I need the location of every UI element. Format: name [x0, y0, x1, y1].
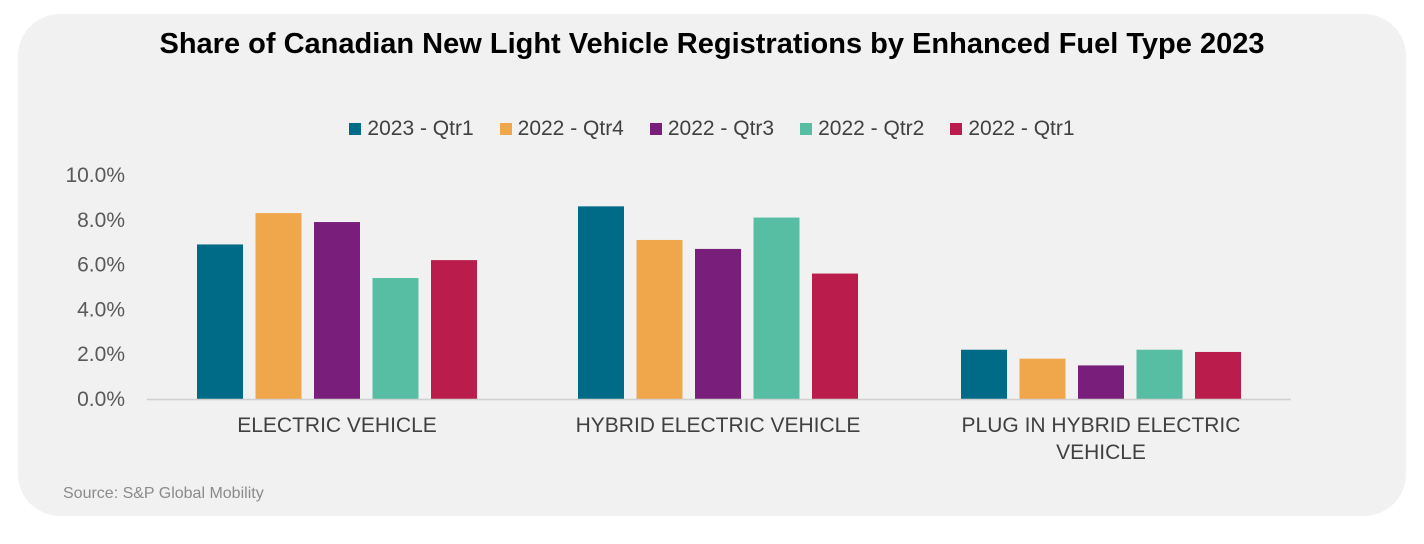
legend-swatch	[800, 123, 813, 135]
bar	[431, 260, 477, 399]
y-tick-label: 8.0%	[77, 209, 125, 232]
legend-item: 2022 - Qtr3	[649, 117, 775, 141]
bar	[695, 248, 741, 399]
chart-title: Share of Canadian New Light Vehicle Regi…	[159, 28, 1265, 60]
legend-swatch	[649, 123, 662, 135]
bar	[314, 222, 360, 399]
bar	[636, 239, 683, 399]
x-category-label-line: PLUG IN HYBRID ELECTRIC	[962, 414, 1241, 437]
x-category-label-line: ELECTRIC VEHICLE	[237, 414, 437, 437]
y-tick-label: 10.0%	[65, 164, 125, 187]
legend-item: 2023 - Qtr1	[349, 117, 474, 141]
source-note: Source: S&P Global Mobility	[63, 485, 264, 502]
legend-swatch	[950, 123, 963, 135]
legend-label: 2022 - Qtr4	[517, 117, 624, 140]
chart-legend: 2023 - Qtr1 2022 - Qtr4 2022 - Qtr3 2022 - …	[0, 116, 1424, 142]
legend-swatch	[499, 123, 512, 135]
legend-item: 2022 - Qtr4	[499, 117, 624, 141]
y-tick-label: 4.0%	[77, 298, 125, 321]
bar	[578, 206, 624, 399]
bar	[1078, 365, 1124, 399]
bar	[1136, 349, 1183, 399]
bar	[255, 213, 302, 399]
legend-label: 2022 - Qtr2	[818, 117, 925, 140]
bar	[1019, 358, 1066, 399]
y-tick-label: 2.0%	[77, 343, 125, 366]
bar	[961, 349, 1007, 399]
legend-label: 2022 - Qtr3	[667, 117, 775, 140]
bar	[372, 278, 419, 399]
legend-swatch	[349, 123, 362, 135]
bar	[197, 244, 243, 399]
y-tick-label: 0.0%	[77, 388, 125, 411]
x-category-label-line: HYBRID ELECTRIC VEHICLE	[576, 414, 861, 437]
x-category-label: PLUG IN HYBRID ELECTRIC VEHICLE	[962, 414, 1241, 464]
legend-item: 2022 - Qtr2	[800, 117, 924, 141]
y-tick-label: 6.0%	[77, 254, 125, 277]
bar	[812, 273, 858, 399]
x-category-label: HYBRID ELECTRIC VEHICLE	[576, 414, 861, 437]
bar	[753, 217, 800, 399]
legend-item: 2022 - Qtr1	[950, 117, 1075, 141]
legend-label: 2023 - Qtr1	[367, 117, 474, 140]
x-category-label: ELECTRIC VEHICLE	[237, 414, 437, 437]
legend-label: 2022 - Qtr1	[968, 117, 1075, 140]
x-category-label-line: VEHICLE	[1056, 441, 1146, 464]
bar	[1195, 351, 1241, 399]
